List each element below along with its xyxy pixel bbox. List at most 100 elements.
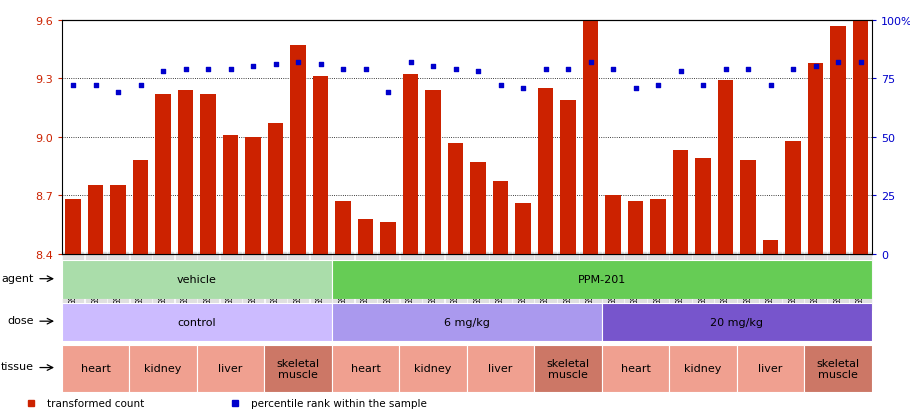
- Point: [854, 59, 868, 66]
- Bar: [133, 161, 148, 254]
- Point: [606, 66, 621, 73]
- Point: [741, 66, 755, 73]
- Bar: [66, 199, 81, 254]
- Text: 6 mg/kg: 6 mg/kg: [444, 317, 490, 327]
- Point: [539, 66, 553, 73]
- Point: [470, 69, 485, 75]
- Point: [808, 64, 823, 71]
- Text: agent: agent: [2, 273, 34, 283]
- Bar: [602, 304, 872, 341]
- Bar: [200, 95, 216, 254]
- Bar: [313, 77, 329, 254]
- Point: [763, 83, 778, 89]
- Bar: [223, 135, 238, 254]
- Point: [88, 83, 103, 89]
- Bar: [332, 260, 872, 299]
- Text: heart: heart: [350, 363, 380, 374]
- Bar: [763, 240, 778, 254]
- Bar: [62, 304, 332, 341]
- Bar: [87, 186, 104, 254]
- Bar: [470, 163, 486, 254]
- Text: skeletal
muscle: skeletal muscle: [816, 358, 860, 380]
- Text: PPM-201: PPM-201: [578, 275, 626, 285]
- Bar: [740, 161, 756, 254]
- Bar: [425, 91, 441, 254]
- Bar: [718, 81, 733, 254]
- Bar: [808, 64, 824, 254]
- Bar: [177, 91, 194, 254]
- Bar: [534, 345, 602, 392]
- Point: [178, 66, 193, 73]
- Bar: [669, 345, 737, 392]
- Bar: [492, 182, 509, 254]
- Bar: [332, 304, 602, 341]
- Bar: [467, 345, 534, 392]
- Bar: [403, 75, 419, 254]
- Point: [268, 62, 283, 68]
- Point: [380, 90, 395, 96]
- Point: [516, 85, 531, 92]
- Point: [718, 66, 733, 73]
- Bar: [62, 260, 332, 299]
- Bar: [737, 345, 804, 392]
- Bar: [804, 345, 872, 392]
- Text: liver: liver: [758, 363, 783, 374]
- Text: percentile rank within the sample: percentile rank within the sample: [250, 398, 427, 408]
- Bar: [156, 95, 171, 254]
- Point: [359, 66, 373, 73]
- Bar: [515, 204, 531, 254]
- Bar: [785, 141, 801, 254]
- Point: [673, 69, 688, 75]
- Bar: [650, 199, 666, 254]
- Bar: [197, 345, 265, 392]
- Point: [696, 83, 711, 89]
- Point: [426, 64, 440, 71]
- Point: [223, 66, 238, 73]
- Bar: [62, 345, 129, 392]
- Point: [651, 83, 665, 89]
- Bar: [332, 345, 399, 392]
- Text: heart: heart: [621, 363, 651, 374]
- Point: [156, 69, 170, 75]
- Text: transformed count: transformed count: [47, 398, 144, 408]
- Point: [403, 59, 418, 66]
- Bar: [245, 138, 261, 254]
- Bar: [358, 219, 373, 254]
- Bar: [672, 151, 689, 254]
- Text: skeletal
muscle: skeletal muscle: [547, 358, 590, 380]
- Bar: [695, 159, 711, 254]
- Point: [493, 83, 508, 89]
- Point: [449, 66, 463, 73]
- Bar: [268, 124, 284, 254]
- Text: liver: liver: [218, 363, 243, 374]
- Bar: [582, 0, 599, 254]
- Bar: [110, 186, 126, 254]
- Bar: [448, 143, 463, 254]
- Point: [291, 59, 306, 66]
- Text: liver: liver: [489, 363, 512, 374]
- Point: [246, 64, 260, 71]
- Bar: [335, 202, 351, 254]
- Text: 20 mg/kg: 20 mg/kg: [711, 317, 763, 327]
- Point: [628, 85, 642, 92]
- Text: dose: dose: [7, 315, 34, 325]
- Bar: [380, 223, 396, 254]
- Text: kidney: kidney: [414, 363, 451, 374]
- Text: vehicle: vehicle: [177, 275, 217, 285]
- Bar: [605, 196, 621, 254]
- Text: tissue: tissue: [1, 361, 34, 371]
- Bar: [853, 0, 868, 254]
- Text: kidney: kidney: [684, 363, 722, 374]
- Point: [111, 90, 126, 96]
- Text: kidney: kidney: [145, 363, 182, 374]
- Bar: [538, 89, 553, 254]
- Point: [134, 83, 148, 89]
- Point: [66, 83, 80, 89]
- Point: [201, 66, 216, 73]
- Text: control: control: [177, 317, 217, 327]
- Bar: [129, 345, 197, 392]
- Text: heart: heart: [81, 363, 110, 374]
- Bar: [561, 100, 576, 254]
- Bar: [830, 26, 846, 254]
- Text: skeletal
muscle: skeletal muscle: [277, 358, 319, 380]
